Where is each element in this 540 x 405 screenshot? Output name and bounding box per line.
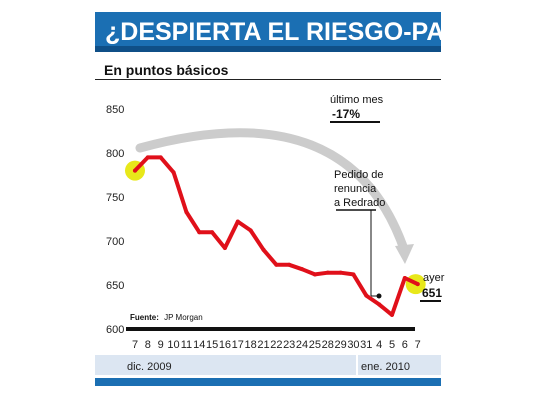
chart-title: ¿DESPIERTA EL RIESGO-PAÍS?: [95, 12, 483, 52]
data-points: [133, 155, 420, 317]
data-point: [402, 275, 407, 280]
y-axis-ticks: 600 650 700 750 800 850: [106, 104, 124, 336]
data-point: [390, 312, 394, 317]
y-tick-label: 700: [106, 236, 124, 248]
data-point: [248, 228, 253, 233]
data-point: [377, 302, 382, 307]
data-point: [325, 270, 330, 275]
data-point: [261, 247, 266, 252]
x-tick-label: 23: [283, 339, 295, 351]
x-tick-label: 16: [219, 339, 231, 351]
data-point: [274, 262, 279, 267]
x-tick-label: 6: [402, 339, 408, 351]
x-tick-label: 10: [167, 339, 179, 351]
source-note: Fuente: JP Morgan: [130, 313, 203, 322]
last-month-label: último mes: [330, 94, 384, 106]
data-point: [184, 209, 189, 214]
x-tick-label: 28: [322, 339, 334, 351]
x-tick-label: 4: [376, 339, 382, 351]
event-label-line2: renuncia: [334, 183, 377, 195]
data-point: [145, 155, 150, 160]
last-month-value: -17%: [332, 107, 360, 121]
event-marker: [376, 293, 382, 299]
x-tick-label: 15: [206, 339, 218, 351]
data-point: [415, 282, 420, 287]
x-tick-label: 18: [245, 339, 257, 351]
bottom-bar: [95, 378, 441, 386]
data-point: [210, 230, 215, 235]
data-point: [287, 262, 292, 267]
today-value: 651: [422, 286, 442, 300]
x-tick-label: 25: [309, 339, 321, 351]
source-value: JP Morgan: [164, 313, 203, 322]
data-point: [197, 230, 202, 235]
x-tick-label: 24: [296, 339, 308, 351]
x-tick-label: 14: [193, 339, 205, 351]
subtitle-divider: [95, 79, 441, 80]
x-tick-label: 7: [415, 339, 421, 351]
period-band: [95, 355, 441, 375]
x-tick-label: 5: [389, 339, 395, 351]
event-label-line1: Pedido de: [334, 169, 384, 181]
data-point: [364, 293, 369, 298]
trend-arrowhead: [395, 244, 414, 264]
series-line: [133, 155, 420, 317]
event-label-line3: a Redrado: [334, 197, 385, 209]
source-label: Fuente:: [130, 313, 159, 322]
data-point: [222, 246, 227, 251]
x-tick-label: 9: [158, 339, 164, 351]
data-point: [235, 219, 240, 224]
x-axis-ticks: 7 8 9 10 11 14 15 16 17 18 21 22 23 24 25 28 29 30 31 4 5 6 7: [132, 339, 421, 351]
period-label-ene: ene. 2010: [361, 361, 410, 373]
data-point: [351, 272, 356, 277]
x-tick-label: 22: [270, 339, 282, 351]
x-axis: [126, 327, 415, 331]
x-tick-label: 21: [257, 339, 269, 351]
x-tick-label: 8: [145, 339, 151, 351]
x-tick-label: 11: [181, 339, 192, 351]
data-point: [338, 270, 343, 275]
trend-arrow: [135, 128, 410, 257]
data-point: [312, 272, 317, 277]
chart-subtitle: En puntos básicos: [104, 62, 229, 78]
y-tick-label: 800: [106, 148, 124, 160]
period-label-dic: dic. 2009: [127, 361, 172, 373]
y-tick-label: 650: [106, 280, 124, 292]
x-tick-label: 17: [232, 339, 244, 351]
x-tick-label: 30: [347, 339, 359, 351]
y-tick-label: 600: [106, 324, 124, 336]
x-tick-label: 7: [132, 339, 138, 351]
data-point: [300, 267, 305, 272]
data-point: [171, 170, 176, 175]
data-point: [133, 168, 137, 173]
x-tick-label: 31: [360, 339, 372, 351]
x-axis-rule: [126, 327, 415, 331]
y-tick-label: 850: [106, 104, 124, 116]
y-tick-label: 750: [106, 192, 124, 204]
x-tick-label: 29: [334, 339, 346, 351]
today-label: ayer: [423, 272, 445, 284]
data-point: [158, 155, 163, 160]
